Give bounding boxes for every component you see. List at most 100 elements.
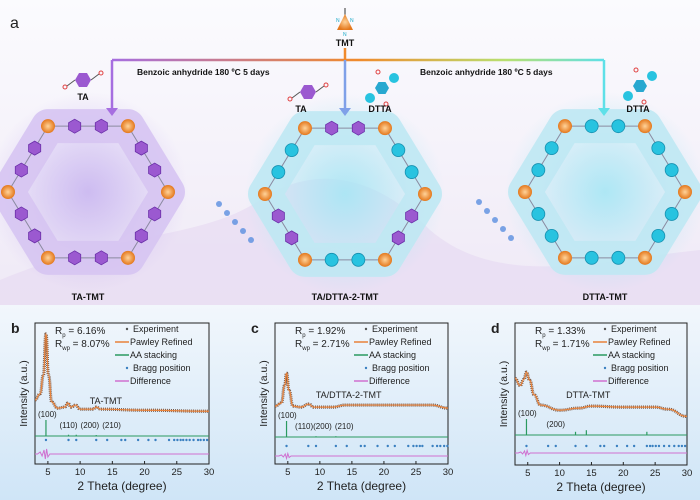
molecule-dot-icon [500, 226, 506, 232]
tmt-node-icon [161, 185, 175, 199]
bragg-position-mark [574, 444, 577, 448]
chart-c: c Intensity (a.u.) 5 10 15 20 25 30 2 Theta (deg… [251, 320, 453, 493]
ta-linker-icon [148, 206, 162, 222]
rwp-rwp_value: = 8.07% [70, 339, 110, 350]
bragg-position-mark [645, 444, 649, 448]
bragg-position-mark [176, 438, 179, 442]
bragg-position-mark [386, 444, 389, 448]
ta-linker-icon [285, 230, 299, 246]
dtta-linker-icon [544, 228, 559, 243]
panel-letter-c: c [251, 320, 259, 336]
x-tick-label: 20 [379, 467, 390, 478]
panel-letter-d: d [491, 320, 500, 336]
ta-linker-icon [94, 118, 108, 134]
bragg-position-mark [334, 444, 338, 448]
bragg-position-mark [648, 444, 652, 448]
x-axis-label: 2 Theta (degree) [556, 480, 645, 494]
peak-label: (200) [546, 420, 565, 429]
tmt-node-icon [558, 250, 572, 265]
tmt-node-icon [638, 119, 652, 134]
bragg-position-mark [673, 444, 676, 448]
tmt-monomer-icon: N N N [336, 8, 354, 38]
tmt-node-icon [298, 252, 312, 267]
panel-letter-a: a [10, 15, 19, 32]
legend-item: Bragg position [372, 363, 430, 373]
tmt-node-icon [378, 121, 392, 136]
bragg-position-mark [345, 444, 348, 448]
legend-experiment-marker [603, 327, 607, 331]
bragg-position-mark [439, 444, 442, 448]
bragg-position-mark [188, 438, 191, 442]
rp-rp_sub: p [302, 333, 306, 339]
x-tick-label: 10 [75, 467, 86, 478]
bragg-position-mark [196, 438, 200, 442]
bragg-position-mark [654, 444, 657, 448]
x-tick-label: 30 [443, 467, 454, 478]
legend-item: Difference [369, 376, 410, 386]
dtta-linker-icon [544, 141, 559, 156]
dtta-linker-icon [651, 228, 666, 243]
molecule-dot-icon [232, 219, 238, 225]
peak-label: (110)(200) [295, 422, 332, 431]
peak-label: (100) [518, 409, 537, 418]
bragg-position-mark [67, 438, 70, 442]
bragg-position-mark [120, 438, 123, 442]
bragg-position-mark [307, 444, 310, 448]
bragg-position-mark [446, 444, 449, 448]
molecule-dot-icon [224, 210, 230, 216]
tmt-label: TMT [336, 38, 355, 48]
legend-bragg-marker [125, 366, 129, 370]
legend-item: Experiment [611, 324, 657, 334]
bragg-position-mark [680, 444, 684, 448]
rp-rp: R [295, 326, 302, 337]
legend-item: Bragg position [611, 363, 669, 373]
ta-linker-icon [94, 250, 108, 266]
rp-rp_value: = 1.33% [546, 326, 586, 337]
monomer-label-dtta-2: DTTA [626, 104, 650, 114]
tmt-node-icon [418, 187, 432, 201]
ta-linker-icon [134, 228, 148, 244]
bragg-position-mark [421, 444, 424, 448]
molecule-dot-icon [240, 228, 246, 234]
tmt-node-icon [558, 119, 572, 134]
x-tick-label: 20 [139, 467, 150, 478]
sample-label: TA/DTTA-2-TMT [316, 390, 382, 400]
molecule-dot-icon [476, 199, 482, 205]
bragg-position-mark [105, 438, 109, 442]
legend-item: Bragg position [133, 363, 191, 373]
framework-structures [0, 92, 700, 294]
bragg-position-mark [75, 438, 78, 442]
bragg-position-mark [182, 438, 185, 442]
peak-label: (100) [38, 410, 57, 419]
molecule-dot-icon [508, 235, 514, 241]
rp-value: Rp = 6.16% [55, 326, 105, 339]
x-tick-label: 25 [171, 467, 182, 478]
framework-label-ta-tmt: TA-TMT [72, 292, 105, 302]
peak-label: (210) [335, 422, 354, 431]
dtta-linker-icon [584, 119, 599, 134]
legend-item: Difference [130, 376, 171, 386]
bragg-position-mark [285, 444, 288, 448]
difference-curve [275, 451, 448, 461]
x-tick-label: 15 [347, 467, 358, 478]
ta-linker-icon [68, 250, 82, 266]
bragg-position-mark [662, 444, 666, 448]
bragg-position-mark [154, 438, 157, 442]
ta-linker-icon [28, 228, 42, 244]
bragg-position-mark [407, 444, 410, 448]
dtta-monomer-icon-1 [365, 69, 399, 107]
ta-linker-icon [391, 230, 405, 246]
dtta-linker-icon [531, 163, 546, 177]
legend-experiment-marker [364, 327, 368, 331]
dtta-linker-icon [611, 119, 626, 134]
svg-text:N: N [336, 18, 340, 24]
molecule-dot-icon [248, 237, 254, 243]
rp-rp_value: = 6.16% [66, 326, 106, 337]
bragg-position-mark [412, 444, 415, 448]
rwp-rwp_value: = 1.71% [550, 339, 590, 350]
bragg-position-mark [376, 444, 379, 448]
bragg-position-mark [314, 444, 318, 448]
tmt-node-icon [298, 121, 312, 136]
tmt-node-icon [41, 119, 55, 134]
rp-rp: R [55, 326, 62, 337]
